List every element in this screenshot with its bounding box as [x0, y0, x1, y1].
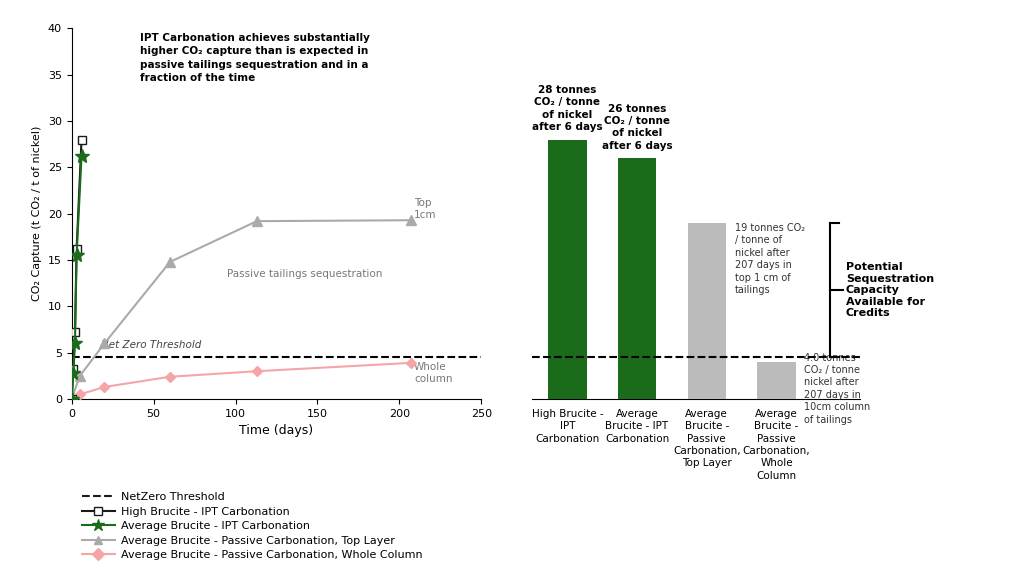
Text: Passive tailings sequestration: Passive tailings sequestration — [227, 269, 383, 279]
Text: 19 tonnes CO₂
/ tonne of
nickel after
207 days in
top 1 cm of
tailings: 19 tonnes CO₂ / tonne of nickel after 20… — [734, 223, 805, 295]
Legend: NetZero Threshold, High Brucite - IPT Carbonation, Average Brucite - IPT Carbona: NetZero Threshold, High Brucite - IPT Ca… — [77, 488, 427, 564]
Bar — [617, 158, 656, 399]
Bar — [758, 362, 796, 399]
Text: 26 tonnes
CO₂ / tonne
of nickel
after 6 days: 26 tonnes CO₂ / tonne of nickel after 6 … — [602, 104, 673, 150]
Text: 4.0 tonnes
CO₂ / tonne
nickel after
207 days in
10cm column
of tailings: 4.0 tonnes CO₂ / tonne nickel after 207 … — [805, 353, 870, 425]
Y-axis label: CO₂ Capture (t CO₂ / t of nickel): CO₂ Capture (t CO₂ / t of nickel) — [33, 126, 42, 302]
Bar — [548, 140, 587, 399]
Text: IPT Carbonation achieves substantially
higher CO₂ capture than is expected in
pa: IPT Carbonation achieves substantially h… — [140, 33, 371, 83]
Text: Potential
Sequestration
Capacity
Available for
Credits: Potential Sequestration Capacity Availab… — [846, 262, 934, 319]
Text: Net Zero Threshold: Net Zero Threshold — [101, 340, 202, 350]
Text: Whole
column: Whole column — [414, 363, 453, 384]
Text: Top
1cm: Top 1cm — [414, 198, 436, 220]
Bar — [687, 223, 726, 399]
X-axis label: Time (days): Time (days) — [240, 424, 313, 437]
Text: 28 tonnes
CO₂ / tonne
of nickel
after 6 days: 28 tonnes CO₂ / tonne of nickel after 6 … — [532, 85, 603, 132]
